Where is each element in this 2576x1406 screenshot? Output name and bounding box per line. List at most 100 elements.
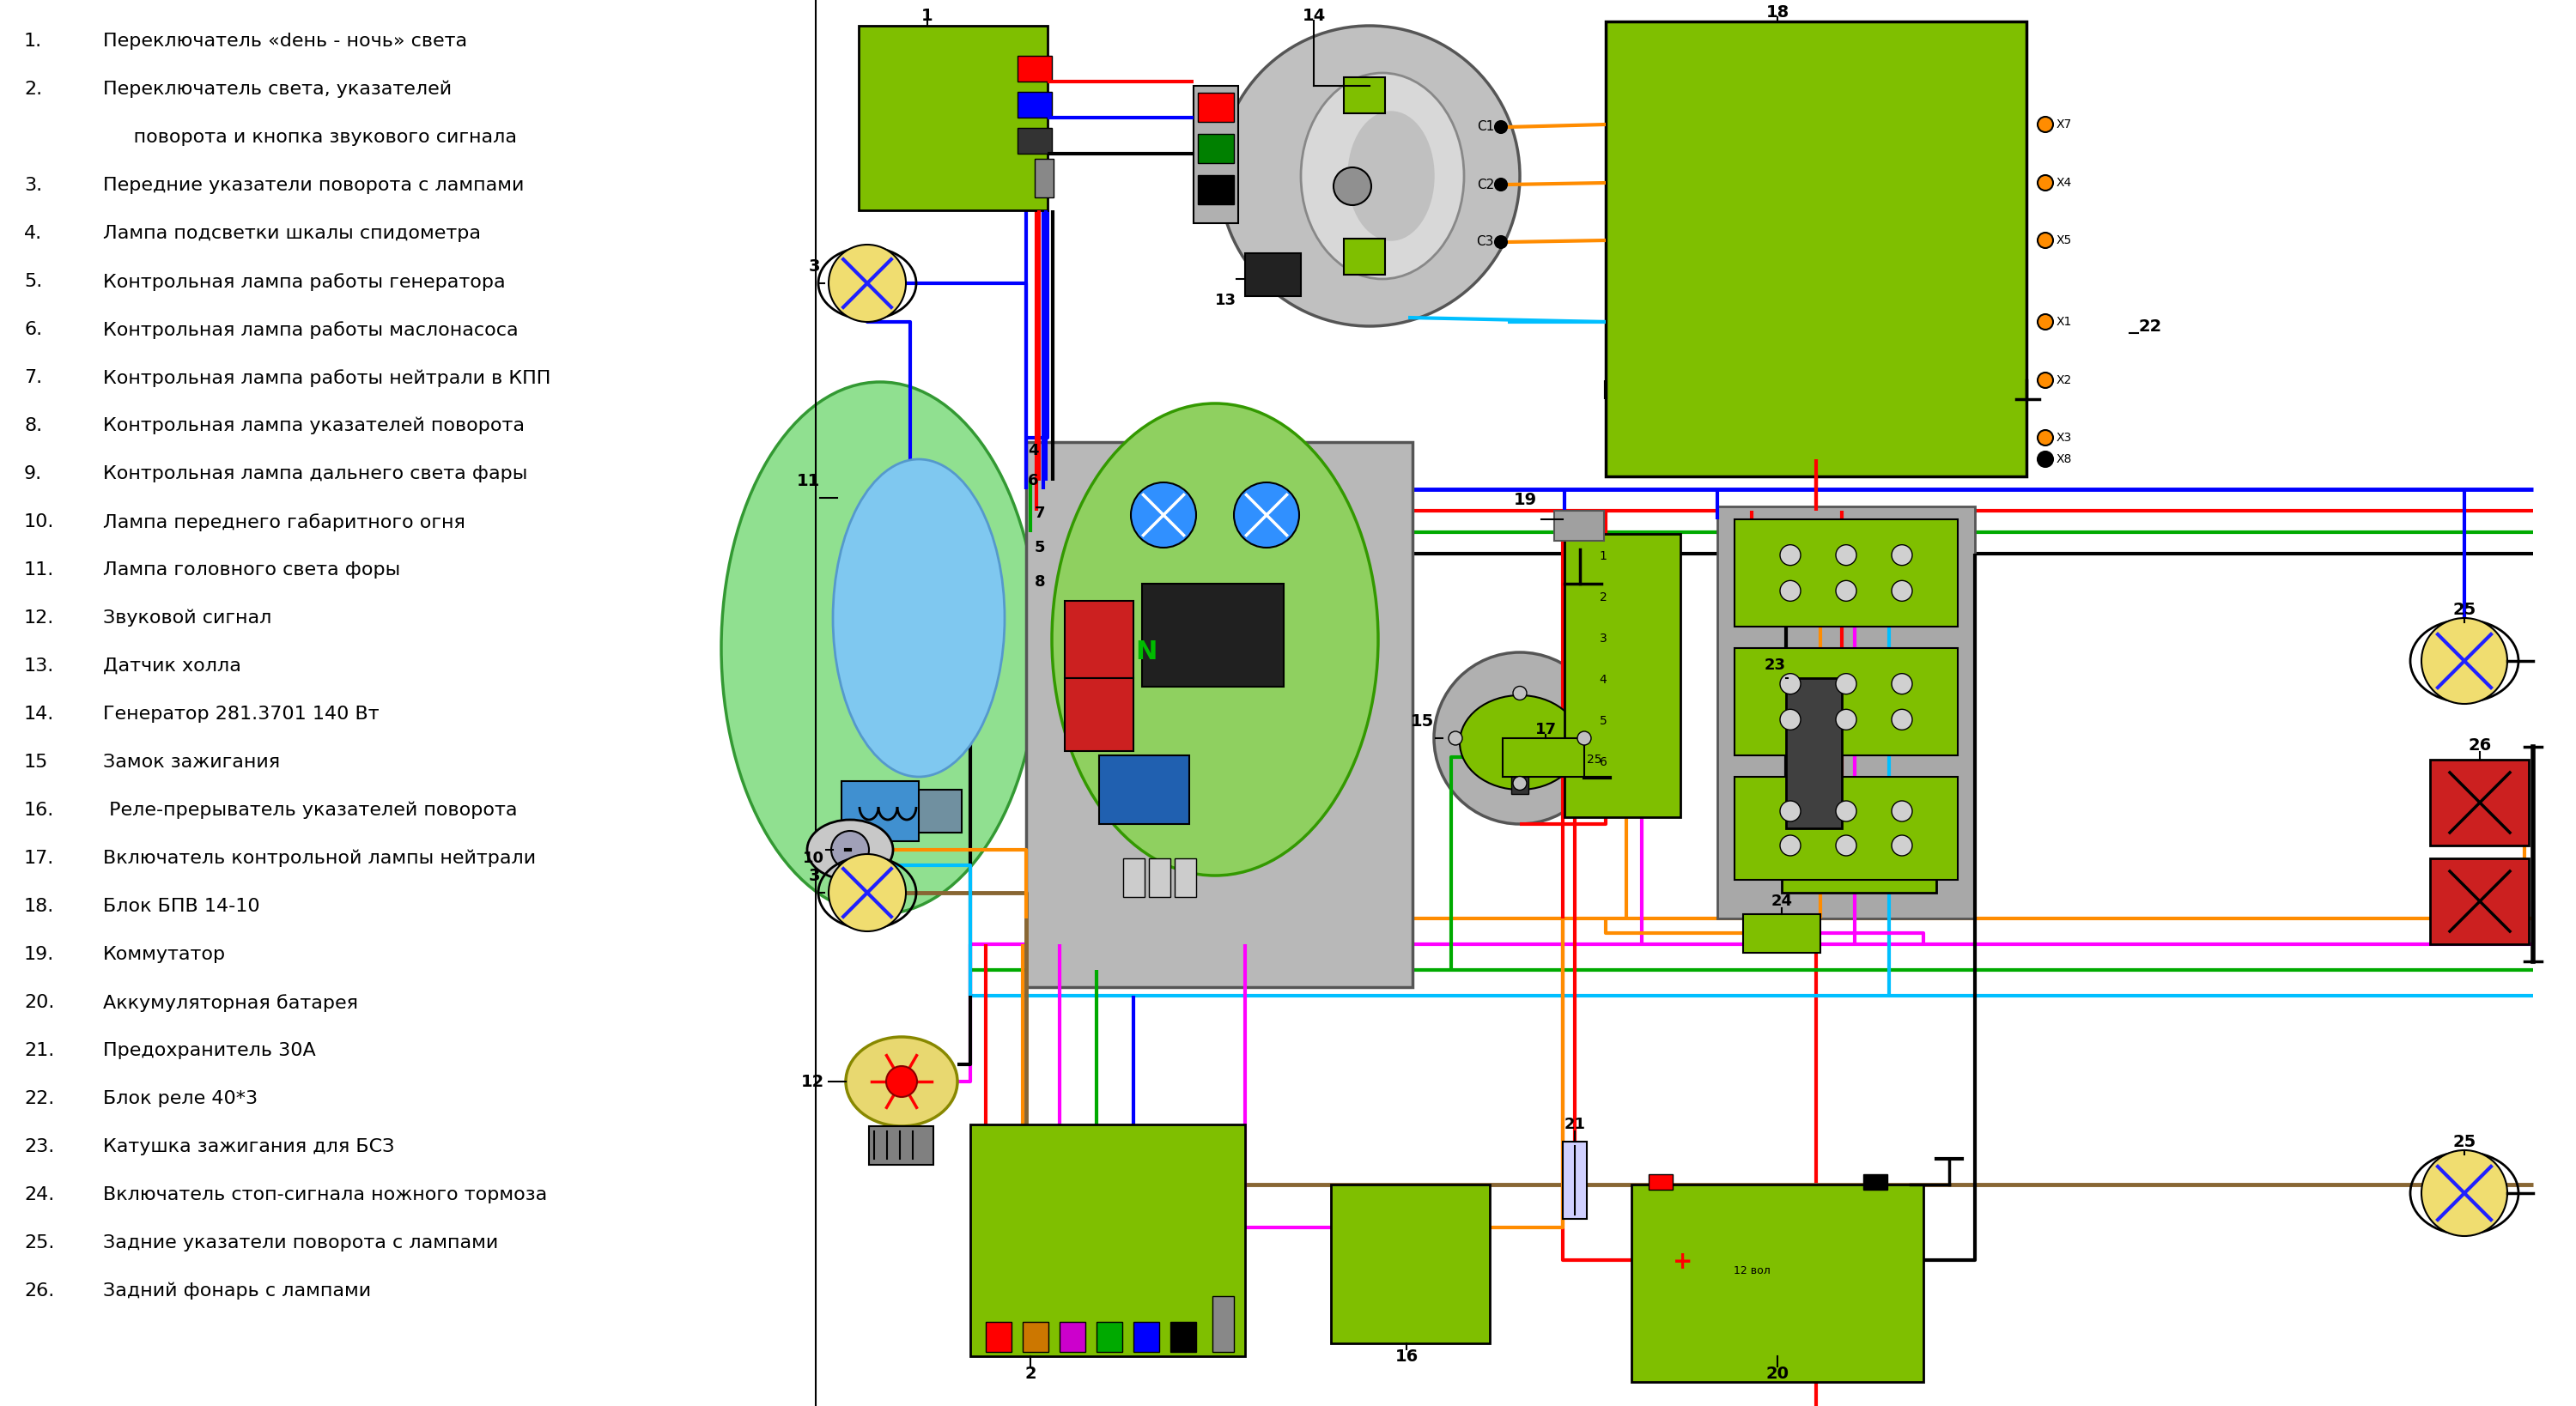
Text: 25: 25 — [2452, 1133, 2476, 1150]
Bar — [1097, 1322, 1123, 1353]
Bar — [1149, 859, 1170, 897]
Text: 25: 25 — [1587, 754, 1602, 766]
Bar — [1059, 1322, 1084, 1353]
Text: 17.: 17. — [23, 849, 54, 868]
Ellipse shape — [845, 1036, 958, 1126]
Text: Включатель стоп-сигнала ножного тормоза: Включатель стоп-сигнала ножного тормоза — [103, 1187, 546, 1204]
Text: 12.: 12. — [23, 609, 54, 627]
Circle shape — [886, 1066, 917, 1097]
Circle shape — [1891, 801, 1911, 821]
Bar — [1198, 176, 1234, 204]
Circle shape — [1837, 801, 1857, 821]
Bar — [1649, 1174, 1672, 1189]
Text: 4: 4 — [1028, 443, 1038, 458]
Text: 19: 19 — [1515, 492, 1538, 508]
Text: Коммутатор: Коммутатор — [103, 946, 227, 963]
Text: 17: 17 — [1535, 721, 1556, 737]
Bar — [1553, 510, 1605, 541]
Text: X3: X3 — [2056, 432, 2071, 444]
Text: Предохранитель 30А: Предохранитель 30А — [103, 1042, 317, 1059]
Text: 24.: 24. — [23, 1187, 54, 1204]
Circle shape — [1512, 776, 1528, 790]
Text: 11: 11 — [796, 472, 819, 489]
Circle shape — [1494, 179, 1507, 191]
Text: 24: 24 — [1772, 894, 1793, 910]
Circle shape — [1837, 835, 1857, 856]
Circle shape — [2038, 232, 2053, 247]
Bar — [1502, 738, 1584, 778]
Text: Лампа головного света форы: Лампа головного света форы — [103, 561, 399, 578]
Text: 16: 16 — [1394, 1348, 1419, 1364]
Ellipse shape — [806, 820, 894, 880]
Text: 5.: 5. — [23, 273, 41, 290]
Text: 1: 1 — [1600, 550, 1607, 562]
Bar — [1023, 1322, 1048, 1353]
Text: Контрольная лампа дальнего света фары: Контрольная лампа дальнего света фары — [103, 465, 528, 482]
Text: 7.: 7. — [23, 370, 41, 387]
Text: 10: 10 — [804, 851, 824, 866]
Text: 13: 13 — [1216, 292, 1236, 308]
Bar — [1862, 1174, 1888, 1189]
Circle shape — [2038, 176, 2053, 191]
Bar — [1244, 253, 1301, 297]
Text: 3: 3 — [1600, 633, 1607, 644]
Circle shape — [829, 245, 907, 322]
Text: 21.: 21. — [23, 1042, 54, 1059]
Text: Переключатель «dень - ночь» света: Переключатель «dень - ночь» света — [103, 32, 466, 49]
Text: 2: 2 — [1025, 1365, 1036, 1382]
Circle shape — [1512, 686, 1528, 700]
Circle shape — [1494, 236, 1507, 247]
Bar — [1133, 1322, 1159, 1353]
Circle shape — [2421, 1150, 2506, 1236]
Circle shape — [1891, 673, 1911, 695]
Circle shape — [1780, 673, 1801, 695]
Circle shape — [2038, 451, 2053, 467]
Text: +: + — [1672, 1250, 1692, 1274]
Bar — [1018, 91, 1051, 118]
Text: Генератор 281.3701 140 Вт: Генератор 281.3701 140 Вт — [103, 706, 379, 723]
Text: 14: 14 — [1301, 7, 1327, 24]
Bar — [1734, 648, 1958, 755]
Circle shape — [2038, 430, 2053, 446]
Bar — [1631, 1184, 1924, 1382]
Text: Контрольная лампа указателей поворота: Контрольная лампа указателей поворота — [103, 418, 526, 434]
Text: Контрольная лампа работы маслонасоса: Контрольная лампа работы маслонасоса — [103, 321, 518, 339]
Text: X7: X7 — [2056, 118, 2071, 131]
Bar — [2429, 859, 2530, 945]
Text: Контрольная лампа работы генератора: Контрольная лампа работы генератора — [103, 273, 505, 291]
Circle shape — [1891, 544, 1911, 565]
Bar — [1198, 93, 1234, 122]
Text: Лампа переднего габаритного огня: Лампа переднего габаритного огня — [103, 513, 466, 531]
Circle shape — [1218, 25, 1520, 326]
Circle shape — [829, 853, 907, 931]
Bar — [1512, 768, 1528, 794]
Circle shape — [1780, 801, 1801, 821]
Bar — [1332, 1184, 1489, 1343]
Circle shape — [1780, 835, 1801, 856]
Ellipse shape — [1347, 111, 1435, 240]
Text: X8: X8 — [2056, 453, 2071, 465]
Bar — [868, 1126, 933, 1164]
Circle shape — [1435, 652, 1605, 824]
Bar — [1064, 600, 1133, 678]
Text: 4.: 4. — [23, 225, 41, 242]
Text: 22.: 22. — [23, 1090, 54, 1108]
Circle shape — [832, 831, 868, 869]
Ellipse shape — [1051, 404, 1378, 876]
Text: 1: 1 — [922, 7, 933, 24]
Text: Аккумуляторная батарея: Аккумуляторная батарея — [103, 994, 358, 1012]
Ellipse shape — [832, 460, 1005, 778]
Text: 25: 25 — [2452, 602, 2476, 617]
Bar — [1564, 1142, 1587, 1219]
Bar — [1018, 128, 1051, 153]
Circle shape — [1837, 673, 1857, 695]
Text: X4: X4 — [2056, 177, 2071, 188]
Text: 6: 6 — [1600, 756, 1607, 768]
Bar — [1064, 678, 1133, 751]
Bar — [987, 1322, 1012, 1353]
Text: Звуковой сигнал: Звуковой сигнал — [103, 609, 270, 627]
Ellipse shape — [1461, 696, 1579, 790]
Bar — [858, 25, 1048, 211]
Text: 3: 3 — [809, 868, 819, 884]
Text: 20.: 20. — [23, 994, 54, 1011]
